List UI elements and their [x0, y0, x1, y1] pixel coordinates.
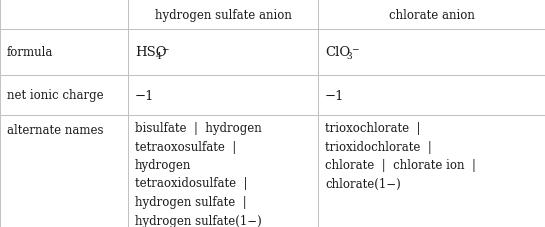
Bar — [318, 116, 545, 227]
Text: −: − — [161, 44, 169, 53]
Bar — [128, 0, 318, 30]
Text: −1: −1 — [135, 89, 154, 102]
Text: chlorate anion: chlorate anion — [389, 8, 475, 21]
Text: formula: formula — [7, 46, 53, 59]
Bar — [318, 30, 545, 76]
Bar — [0, 76, 128, 116]
Text: −: − — [352, 44, 359, 53]
Bar — [0, 30, 128, 76]
Text: HSO: HSO — [135, 46, 167, 59]
Text: ClO: ClO — [325, 46, 350, 59]
Bar — [318, 76, 545, 116]
Text: 3: 3 — [346, 52, 352, 61]
Bar — [128, 116, 318, 227]
Bar — [128, 30, 318, 76]
Bar — [318, 0, 545, 30]
Bar — [128, 76, 318, 116]
Text: bisulfate  |  hydrogen
tetraoxosulfate  |
hydrogen
tetraoxidosulfate  |
hydrogen: bisulfate | hydrogen tetraoxosulfate | h… — [135, 121, 262, 227]
Text: alternate names: alternate names — [7, 123, 104, 136]
Bar — [0, 116, 128, 227]
Text: trioxochlorate  |
trioxidochlorate  |
chlorate  |  chlorate ion  |
chlorate(1−): trioxochlorate | trioxidochlorate | chlo… — [325, 121, 476, 190]
Text: 4: 4 — [156, 52, 162, 61]
Text: hydrogen sulfate anion: hydrogen sulfate anion — [155, 8, 292, 21]
Text: net ionic charge: net ionic charge — [7, 89, 104, 102]
Bar — [0, 0, 128, 30]
Text: −1: −1 — [325, 89, 344, 102]
